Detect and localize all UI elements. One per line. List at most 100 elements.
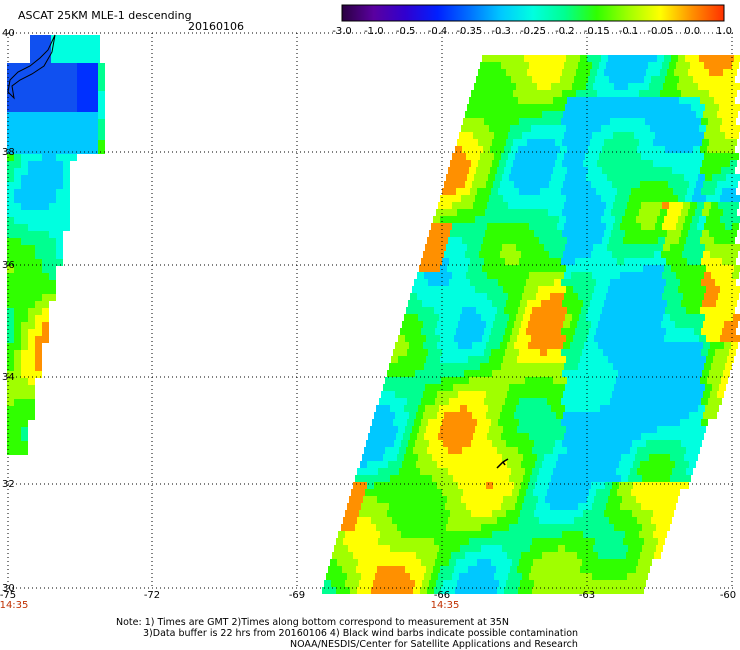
swath-cell	[355, 524, 362, 531]
swath-cell	[473, 223, 480, 230]
swath-cell	[554, 188, 561, 195]
swath-cell	[453, 475, 460, 482]
swath-cell	[446, 405, 453, 412]
swath-cell	[63, 203, 70, 210]
swath-cell	[725, 223, 732, 230]
swath-cell	[680, 398, 687, 405]
swath-cell	[726, 174, 733, 181]
swath-cell	[28, 336, 35, 343]
swath-cell	[56, 105, 63, 112]
swath-cell	[28, 392, 35, 399]
swath-cell	[42, 224, 49, 231]
swath-cell	[674, 370, 681, 377]
swath-cell	[540, 398, 547, 405]
swath-cell	[461, 566, 468, 573]
swath-cell	[692, 216, 699, 223]
swath-cell	[479, 251, 486, 258]
swath-cell	[694, 188, 701, 195]
swath-cell	[511, 97, 518, 104]
swath-cell	[528, 552, 535, 559]
swath-cell	[459, 293, 466, 300]
swath-cell	[588, 447, 595, 454]
swath-cell	[461, 216, 468, 223]
swath-cell	[86, 35, 93, 42]
swath-cell	[535, 111, 542, 118]
swath-cell	[496, 286, 503, 293]
swath-cell	[731, 111, 738, 118]
swath-cell	[522, 363, 529, 370]
swath-cell	[531, 125, 538, 132]
swath-cell	[485, 531, 492, 538]
swath-cell	[70, 70, 77, 77]
swath-cell	[716, 160, 723, 167]
swath-cell	[673, 328, 680, 335]
swath-cell	[524, 335, 531, 342]
swath-cell	[14, 210, 21, 217]
swath-cell	[493, 181, 500, 188]
swath-cell	[703, 321, 710, 328]
swath-cell	[585, 223, 592, 230]
swath-cell	[616, 468, 623, 475]
swath-cell	[481, 174, 488, 181]
swath-cell	[728, 167, 735, 174]
swath-cell	[539, 587, 546, 594]
swath-cell	[443, 230, 450, 237]
swath-cell	[730, 90, 737, 97]
swath-cell	[706, 125, 713, 132]
swath-cell	[463, 258, 470, 265]
swath-cell	[664, 195, 671, 202]
swath-cell	[593, 524, 600, 531]
swath-cell	[706, 356, 713, 363]
swath-cell	[635, 475, 642, 482]
swath-cell	[662, 433, 669, 440]
swath-cell	[478, 230, 485, 237]
swath-cell	[497, 447, 504, 454]
swath-cell	[567, 377, 574, 384]
swath-cell	[621, 454, 628, 461]
swath-cell	[414, 349, 421, 356]
swath-cell	[432, 384, 439, 391]
swath-cell	[35, 210, 42, 217]
swath-cell	[21, 308, 28, 315]
swath-cell	[350, 538, 357, 545]
swath-cell	[658, 97, 665, 104]
swath-cell	[643, 356, 650, 363]
swath-cell	[502, 405, 509, 412]
swath-cell	[608, 496, 615, 503]
swath-cell	[675, 482, 682, 489]
swath-cell	[580, 356, 587, 363]
swath-cell	[652, 419, 659, 426]
swath-cell	[573, 335, 580, 342]
swath-cell	[479, 552, 486, 559]
swath-cell	[558, 475, 565, 482]
swath-cell	[362, 524, 369, 531]
swath-cell	[632, 90, 639, 97]
swath-cell	[42, 196, 49, 203]
swath-cell	[353, 482, 360, 489]
swath-cell	[697, 202, 704, 209]
swath-cell	[7, 371, 14, 378]
swath-cell	[458, 391, 465, 398]
swath-cell	[432, 454, 439, 461]
swath-cell	[539, 76, 546, 83]
swath-cell	[493, 321, 500, 328]
swath-cell	[515, 573, 522, 580]
swath-cell	[451, 342, 458, 349]
swath-cell	[7, 189, 14, 196]
swath-cell	[543, 573, 550, 580]
swath-cell	[623, 307, 630, 314]
swath-cell	[450, 209, 457, 216]
swath-cell	[433, 356, 440, 363]
swath-cell	[567, 76, 574, 83]
swath-cell	[56, 217, 63, 224]
swath-cell	[441, 517, 448, 524]
swath-cell	[700, 76, 707, 83]
swath-cell	[604, 139, 611, 146]
swath-cell	[562, 209, 569, 216]
swath-cell	[663, 384, 670, 391]
swath-cell	[641, 153, 648, 160]
swath-cell	[585, 433, 592, 440]
swath-cell	[484, 188, 491, 195]
swath-cell	[534, 69, 541, 76]
swath-cell	[490, 307, 497, 314]
